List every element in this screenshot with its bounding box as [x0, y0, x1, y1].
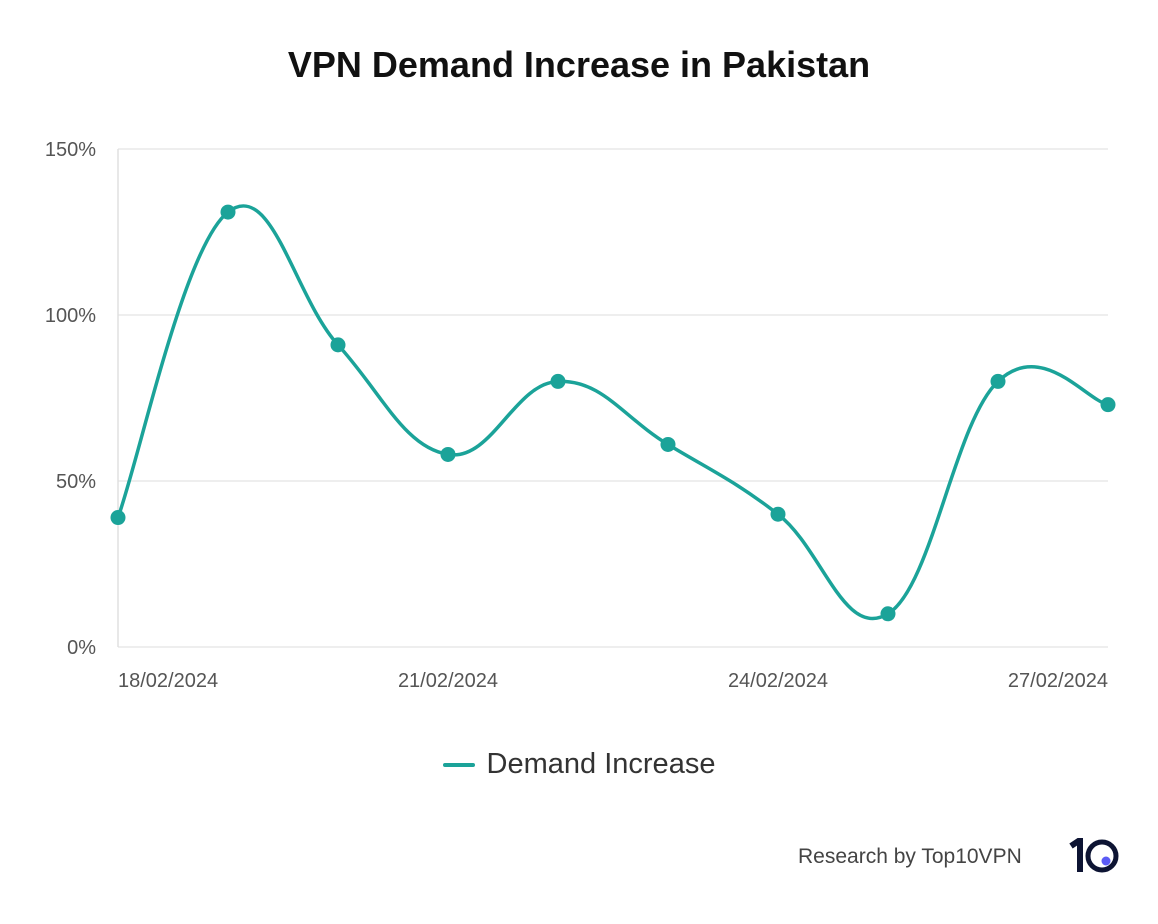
series-line	[116, 204, 1109, 621]
top10vpn-logo	[1069, 838, 1119, 873]
data-point	[220, 204, 236, 220]
x-tick-label: 21/02/2024	[398, 670, 498, 692]
data-point	[770, 506, 786, 522]
y-tick-label: 150%	[45, 139, 96, 161]
data-point	[880, 606, 896, 622]
legend-swatch	[442, 762, 475, 767]
legend: Demand Increase	[0, 748, 1158, 781]
data-point	[440, 446, 456, 462]
data-point	[1100, 397, 1116, 413]
x-tick-label: 27/02/2024	[1008, 670, 1108, 692]
data-point	[660, 436, 676, 452]
data-point	[550, 373, 566, 389]
chart-title: VPN Demand Increase in Pakistan	[287, 44, 871, 85]
data-point	[330, 337, 346, 353]
credit-text: Research by Top10VPN	[798, 845, 1022, 868]
y-tick-label: 50%	[56, 471, 96, 493]
legend-label: Demand Increase	[486, 748, 716, 780]
data-point	[990, 373, 1006, 389]
y-tick-label: 100%	[45, 305, 96, 327]
y-tick-label: 0%	[67, 637, 96, 659]
data-point	[110, 510, 126, 526]
x-tick-label: 18/02/2024	[118, 670, 218, 692]
x-tick-label: 24/02/2024	[728, 670, 828, 692]
